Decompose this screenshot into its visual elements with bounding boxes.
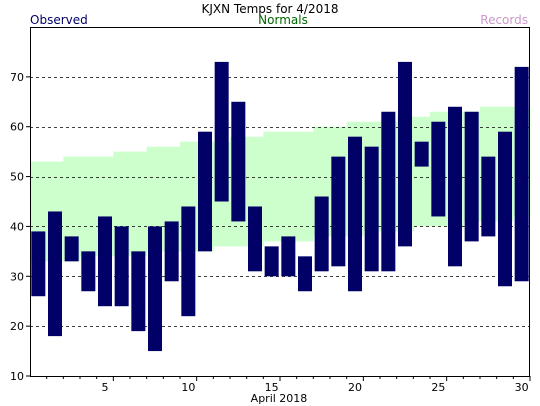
observed-bar-day-23 [398,61,412,247]
normals-band-day-7 [130,151,148,257]
x-tick-label-30: 30 [515,381,529,394]
y-tick-label-60: 60 [10,121,24,134]
normals-band-day-3 [63,156,81,262]
observed-bar-day-3 [64,236,79,262]
axes: 10 20 30 40 50 60 70 5 10 15 20 25 30 [10,71,531,394]
normals-band-day-15 [263,131,281,242]
legend-observed: Observed [30,13,88,27]
grid-lines [30,77,530,327]
observed-bar-day-24 [414,141,429,167]
observed-bar-day-19 [331,156,346,267]
y-tick-label-70: 70 [10,71,24,84]
observed-bar-day-21 [364,146,379,272]
x-tick-label-15: 15 [265,381,279,394]
observed-bar-day-30 [514,66,529,282]
observed-bar-day-13 [231,101,246,222]
observed-bar-day-16 [281,236,296,277]
observed-bar-day-15 [264,246,279,277]
y-tick-label-20: 20 [10,320,24,333]
observed-bar-day-7 [131,251,146,332]
observed-bar-day-10 [181,206,196,317]
x-tick-label-25: 25 [431,381,445,394]
observed-bar-day-8 [148,226,162,352]
y-tick-label-10: 10 [10,370,24,383]
normals-band-day-17 [296,131,314,242]
observed-bar-day-18 [314,196,329,272]
y-tick-label-30: 30 [10,270,24,283]
normals-band-day-4 [80,156,98,257]
observed-bar-day-5 [98,216,112,307]
normals-band-day-16 [280,131,298,242]
x-tick-label-5: 5 [102,381,109,394]
observed-bar-day-29 [498,131,512,287]
observed-bar-day-17 [298,256,312,292]
observed-bar-day-2 [48,211,62,337]
normals-band-day-24 [413,116,431,227]
normals-band-day-8 [146,146,164,252]
y-tick-label-40: 40 [10,220,24,233]
observed-bar-day-14 [248,206,262,272]
observed-bar-day-20 [348,136,362,292]
observed-bars [31,61,529,352]
x-tick-label-20: 20 [348,381,362,394]
x-axis-label: April 2018 [251,392,308,405]
legend-records: Records [480,13,528,27]
observed-bar-day-9 [164,221,179,282]
observed-bar-day-12 [214,61,229,202]
observed-bar-day-1 [31,231,46,297]
observed-bar-day-4 [81,251,96,292]
observed-bar-day-28 [481,156,496,237]
observed-bar-day-27 [464,111,479,242]
observed-bar-day-11 [198,131,212,252]
observed-bar-day-25 [431,121,446,217]
observed-bar-day-26 [448,106,462,267]
chart-title: KJXN Temps for 4/2018 [202,2,339,16]
observed-bar-day-6 [114,226,129,307]
y-tick-label-50: 50 [10,171,24,184]
observed-bar-day-22 [381,111,396,272]
legend-normals: Normals [258,13,308,27]
x-tick-label-10: 10 [181,381,195,394]
